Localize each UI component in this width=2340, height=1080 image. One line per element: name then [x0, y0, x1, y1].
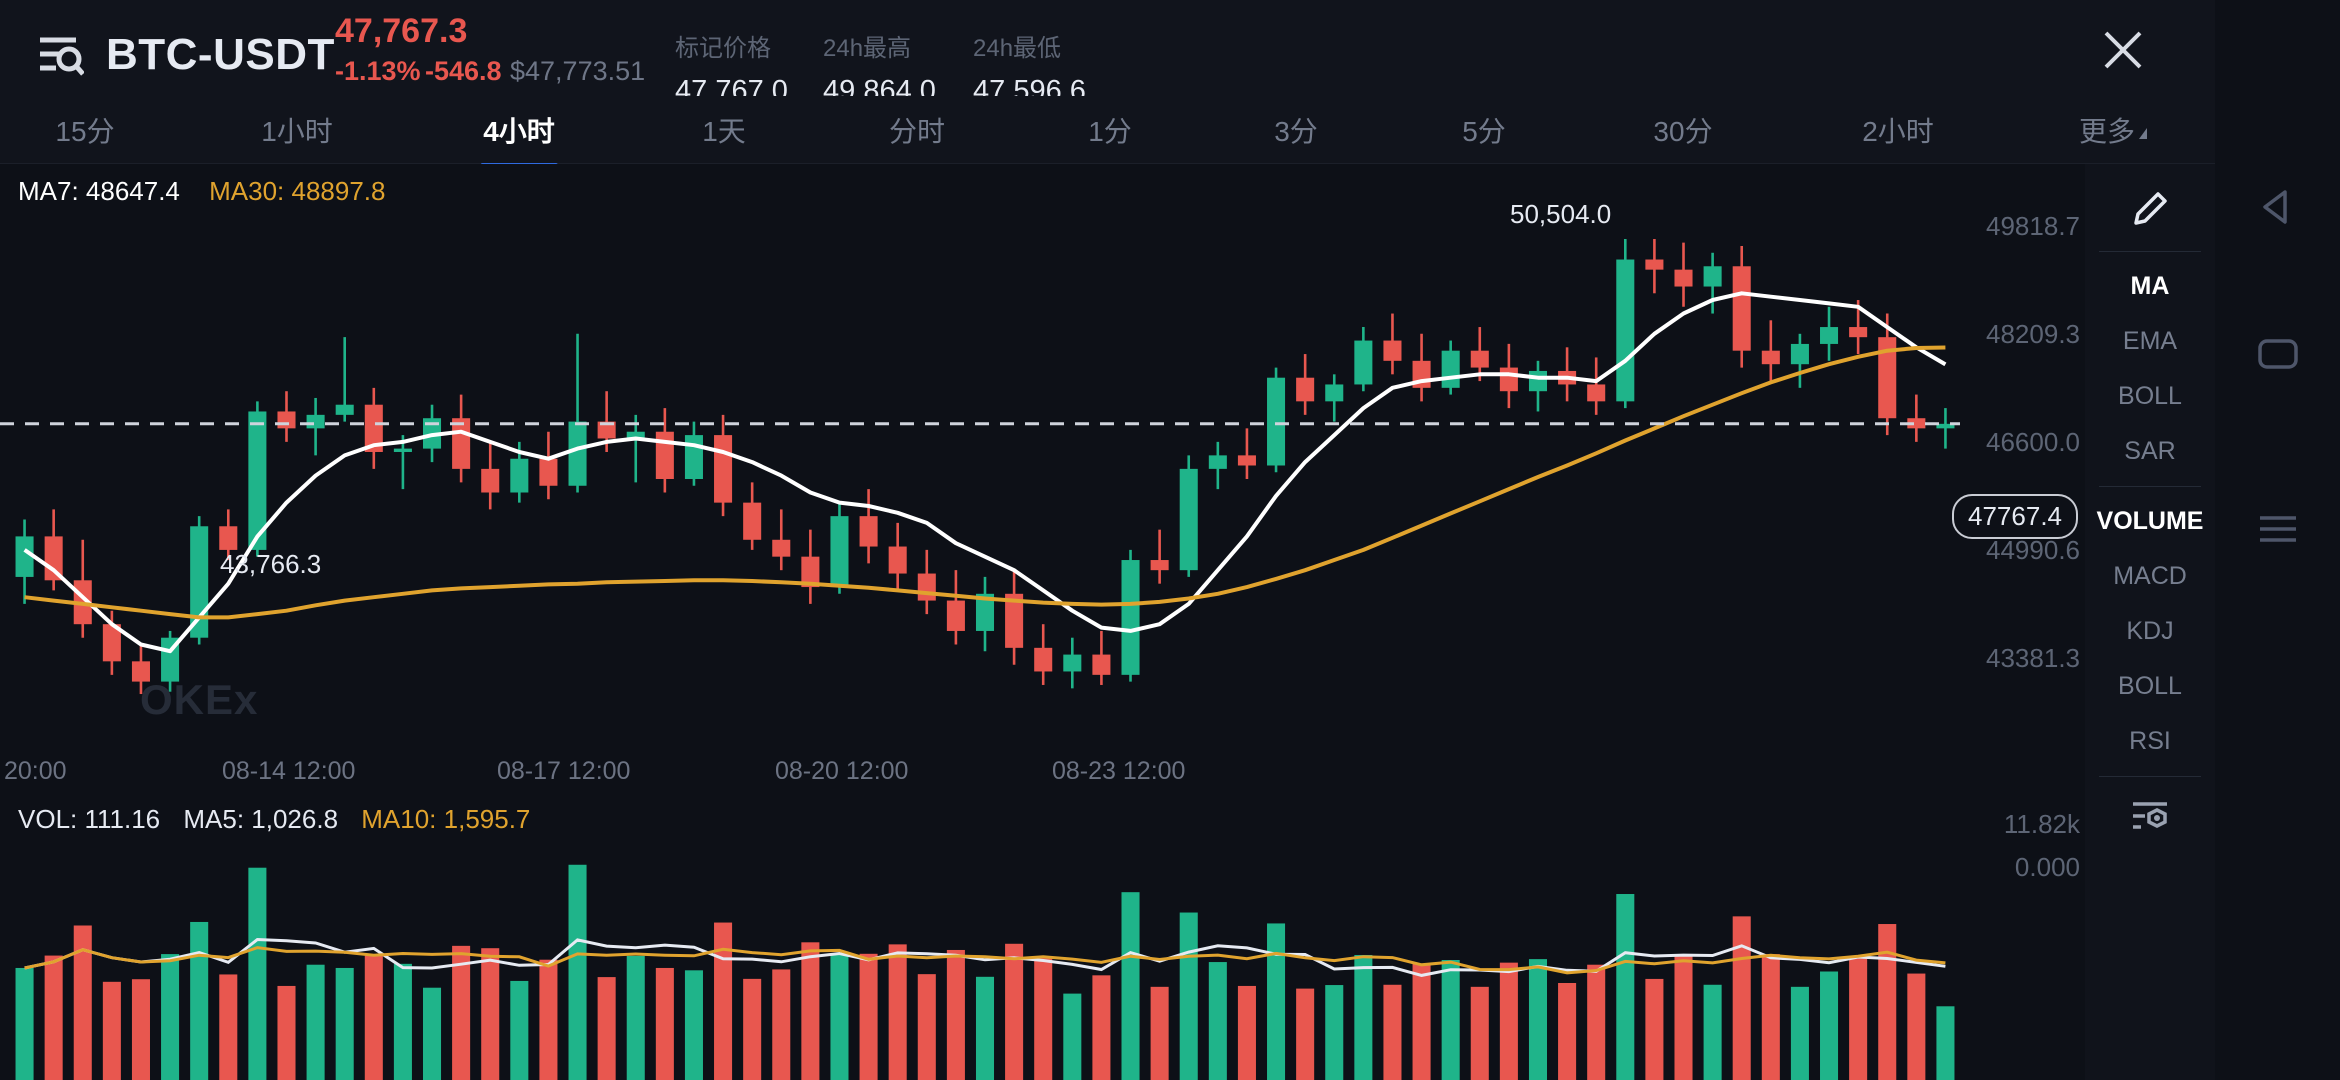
price-tick: 43381.3: [1986, 643, 2080, 673]
time-tick: 20:00: [4, 757, 67, 785]
square-icon[interactable]: [2215, 334, 2340, 374]
indicator-ma[interactable]: MA: [2130, 272, 2170, 300]
indicator-kdj[interactable]: KDJ: [2126, 617, 2174, 645]
volume-tick: 11.82k: [2003, 809, 2080, 839]
tab-1m[interactable]: 1分: [1088, 110, 1132, 150]
ma30-legend: MA30: 48897.8: [209, 176, 386, 206]
tab-label: 2小时: [1862, 116, 1934, 147]
app-header: BTC-USDT 47,767.3 -1.13% -546.8 $47,773.…: [0, 0, 2215, 107]
tab-label: 1分: [1088, 116, 1132, 147]
time-tick: 08-14 12:00: [222, 757, 356, 785]
volume-legend: VOL: 111.16 MA5: 1,026.8 MA10: 1,595.7: [18, 804, 530, 835]
indicator-boll[interactable]: BOLL: [2118, 382, 2182, 410]
tab-15m[interactable]: 15分: [55, 110, 114, 150]
tab-1d[interactable]: 1天: [702, 110, 746, 150]
indicator-macd[interactable]: MACD: [2113, 562, 2187, 590]
divider: [2099, 776, 2201, 777]
tab-label: 3分: [1274, 116, 1318, 147]
time-tick: 08-23 12:00: [1052, 757, 1186, 785]
price-tick: 44990.6: [1986, 535, 2080, 565]
pencil-icon[interactable]: [2085, 164, 2215, 244]
tab-label: 15分: [55, 116, 115, 147]
tab-label: 1天: [702, 116, 746, 147]
current-price-tag: 47767.4: [1952, 494, 2078, 539]
indicator-ema[interactable]: EMA: [2122, 327, 2178, 355]
chart-area[interactable]: MA7: 48647.4 MA30: 48897.8 OKEx 50,504.0…: [0, 164, 2080, 1080]
divider: [2099, 251, 2201, 252]
hamburger-icon[interactable]: [2215, 509, 2340, 549]
vol-legend-value: VOL: 111.16: [18, 804, 161, 834]
stat-label: 24h最高: [823, 35, 912, 62]
tab-2h[interactable]: 2小时: [1862, 110, 1934, 150]
okex-watermark: OKEx: [140, 676, 259, 723]
change-absolute: -546.8: [425, 56, 502, 86]
indicator-rsi[interactable]: RSI: [2129, 727, 2171, 755]
back-triangle-icon[interactable]: [2215, 182, 2340, 232]
time-tick: 08-17 12:00: [497, 757, 631, 785]
period-low-label: 43,766.3: [220, 549, 322, 579]
caret-up-icon: [2139, 128, 2147, 139]
vol-ma10-legend: MA10: 1,595.7: [361, 804, 531, 834]
tab-timeline[interactable]: 分时: [889, 110, 945, 150]
last-price: 47,767.3: [335, 12, 468, 50]
period-high-label: 50,504.0: [1510, 199, 1612, 229]
price-tick: 46600.0: [1986, 427, 2080, 457]
tab-label: 分时: [888, 116, 946, 147]
stat-label: 标记价格: [675, 35, 771, 62]
close-icon[interactable]: [2101, 28, 2145, 72]
tab-label: 30分: [1653, 116, 1713, 147]
tab-3m[interactable]: 3分: [1274, 110, 1318, 150]
vol-ma5-legend: MA5: 1,026.8: [183, 804, 339, 834]
time-tick: 08-20 12:00: [775, 757, 909, 785]
volume-tick: 0.000: [2014, 852, 2080, 882]
tab-30m[interactable]: 30分: [1653, 110, 1712, 150]
indicator-sidebar: MA EMA BOLL SAR VOLUME MACD KDJ BOLL RSI: [2085, 164, 2215, 1080]
indicator-sar[interactable]: SAR: [2124, 437, 2176, 465]
more-tabs-button[interactable]: 更多: [2079, 110, 2147, 150]
divider: [2099, 486, 2201, 487]
stat-label: 24h最低: [973, 35, 1062, 62]
more-label: 更多: [2078, 116, 2135, 147]
settings-icon[interactable]: [2085, 784, 2215, 846]
tab-4h[interactable]: 4小时: [479, 110, 558, 168]
system-nav-rail: [2215, 164, 2340, 1080]
menu-search-icon[interactable]: [36, 32, 85, 76]
indicator-boll-2[interactable]: BOLL: [2118, 672, 2182, 700]
tab-5m[interactable]: 5分: [1462, 110, 1506, 150]
pair-title: BTC-USDT: [106, 30, 335, 79]
tab-1h[interactable]: 1小时: [261, 110, 333, 150]
tab-label: 5分: [1462, 116, 1506, 147]
tab-label: 1小时: [261, 116, 333, 147]
ma-legend: MA7: 48647.4 MA30: 48897.8: [18, 176, 385, 207]
price-tick: 49818.7: [1986, 211, 2080, 241]
candlestick-svg: [0, 238, 1960, 1080]
ma7-legend: MA7: 48647.4: [18, 176, 180, 206]
price-tick: 48209.3: [1986, 319, 2080, 349]
change-percent: -1.13%: [335, 56, 421, 86]
timeframe-tabbar: 15分 1小时 4小时 1天 分时 1分 3分 5分 30分 2小时 更多: [0, 96, 2215, 168]
indicator-volume[interactable]: VOLUME: [2096, 507, 2204, 535]
usd-price: $47,773.51: [510, 56, 646, 86]
tab-label: 4小时: [483, 116, 555, 147]
